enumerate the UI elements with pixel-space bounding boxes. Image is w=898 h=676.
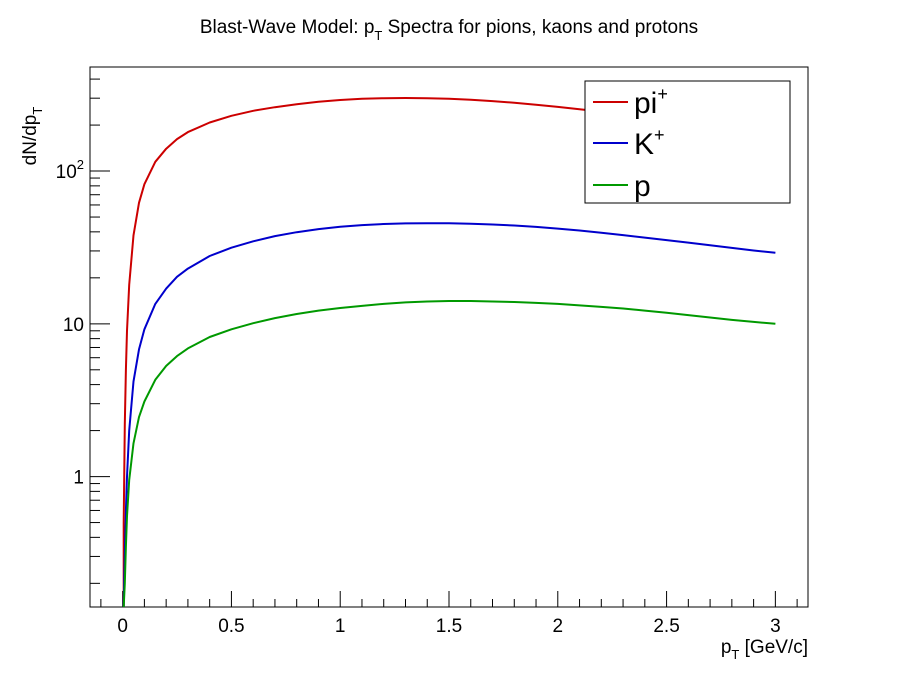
x-tick-label: 0: [117, 616, 128, 637]
y-tick-label: 102: [56, 157, 84, 183]
series-line-2: [122, 222, 776, 607]
x-tick-label: 0.5: [218, 616, 244, 637]
chart-title: Blast-Wave Model: pT Spectra for pions, …: [200, 17, 698, 43]
x-tick-label: 2.5: [653, 616, 679, 637]
legend: pi+ K+ p: [584, 80, 791, 204]
y-tick-label: 1: [73, 468, 84, 489]
x-axis-title: pT [GeV/c]: [721, 637, 808, 662]
legend-label: p: [634, 170, 651, 203]
series-line-3: [122, 300, 776, 608]
y-axis: 1 10 102: [56, 78, 110, 584]
y-axis-title: dN/dpT: [20, 107, 45, 166]
x-tick-label: 2: [552, 616, 563, 637]
x-axis: 0 0.5 1 1.5 2 2.5 3: [100, 591, 798, 637]
x-tick-label: 1.5: [436, 616, 462, 637]
x-tick-label: 1: [335, 616, 346, 637]
x-tick-label: 3: [770, 616, 781, 637]
legend-label: pi+: [634, 84, 668, 120]
y-tick-label: 10: [63, 315, 84, 336]
legend-label: K+: [634, 125, 665, 161]
